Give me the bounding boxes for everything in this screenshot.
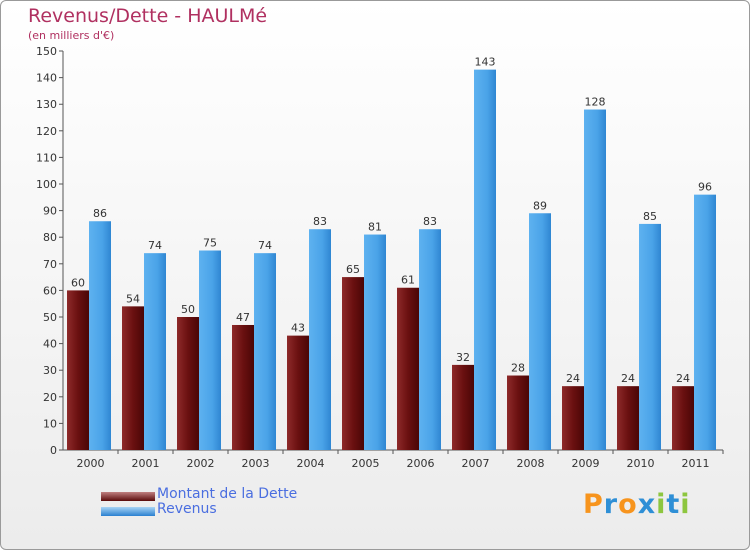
y-tick-label: 150 [36,45,57,58]
bar-revenus [144,253,166,450]
bar-dette [617,386,639,450]
y-tick-label: 130 [36,98,57,111]
data-label-revenus: 85 [643,210,657,223]
legend-swatch-revenus [101,507,155,516]
bar-revenus [639,223,661,450]
y-tick-label: 40 [43,338,57,351]
bar-dette [232,324,254,450]
x-tick-label: 2005 [352,457,380,470]
logo-letter: i [680,489,691,520]
logo-letter: t [666,489,681,520]
logo-letter: i [656,489,667,520]
x-tick-label: 2007 [462,457,490,470]
bar-revenus [199,250,221,450]
bar-dette [452,364,474,450]
x-tick-label: 2003 [242,457,270,470]
bar-dette [122,306,144,450]
data-label-revenus: 75 [203,237,217,250]
logo-letter: o [618,489,638,520]
data-label-revenus: 81 [368,221,382,234]
bar-dette [177,317,199,450]
bar-revenus [474,69,496,451]
bar-revenus [419,229,441,450]
y-tick-label: 100 [36,178,57,191]
data-label-dette: 61 [401,274,415,287]
bar-dette [397,287,419,450]
bar-revenus [584,109,606,451]
x-tick-label: 2002 [187,457,215,470]
y-tick-label: 80 [43,231,57,244]
bar-dette [287,335,309,450]
y-tick-label: 50 [43,311,57,324]
legend-swatch-dette [101,492,155,501]
y-tick-label: 90 [43,205,57,218]
bar-revenus [89,221,111,450]
logo-letter: r [603,489,619,520]
y-tick-label: 140 [36,72,57,85]
legend-label-dette: Montant de la Dette [157,486,298,502]
bar-revenus [254,253,276,450]
legend-label-revenus: Revenus [157,501,217,517]
bar-revenus [694,194,716,450]
x-tick-label: 2006 [407,457,435,470]
proxiti-logo: Proxiti [583,489,691,520]
y-tick-label: 10 [43,417,57,430]
y-tick-label: 0 [50,444,57,457]
data-label-revenus: 89 [533,199,547,212]
bar-dette [672,386,694,450]
data-label-revenus: 74 [148,239,162,252]
data-label-revenus: 74 [258,239,272,252]
data-label-dette: 47 [236,311,250,324]
data-label-dette: 65 [346,263,360,276]
logo-letter: x [637,489,657,520]
data-label-revenus: 86 [93,207,107,220]
data-label-dette: 43 [291,322,305,335]
chart-subtitle: (en milliers d'€) [28,29,115,42]
data-label-dette: 50 [181,303,195,316]
x-tick-label: 2001 [132,457,160,470]
bar-dette [562,386,584,450]
y-tick-label: 30 [43,364,57,377]
bar-dette [507,375,529,450]
y-tick-label: 110 [36,151,57,164]
data-label-dette: 54 [126,292,140,305]
data-label-dette: 24 [621,372,635,385]
y-tick-label: 60 [43,284,57,297]
y-tick-label: 70 [43,258,57,271]
bar-dette [342,277,364,450]
bar-revenus [364,234,386,450]
data-label-revenus: 83 [423,215,437,228]
data-label-revenus: 83 [313,215,327,228]
x-tick-label: 2009 [572,457,600,470]
x-tick-label: 2010 [627,457,655,470]
bar-revenus [309,229,331,450]
data-label-revenus: 128 [585,96,606,109]
chart-title: Revenus/Dette - HAULMé [28,5,268,27]
x-tick-label: 2008 [517,457,545,470]
x-tick-label: 2004 [297,457,325,470]
data-label-dette: 24 [566,372,580,385]
data-label-dette: 60 [71,276,85,289]
y-tick-label: 120 [36,125,57,138]
x-tick-label: 2000 [77,457,105,470]
data-label-dette: 32 [456,351,470,364]
data-label-dette: 28 [511,362,525,375]
y-tick-label: 20 [43,391,57,404]
bar-dette [67,290,89,450]
data-label-revenus: 96 [698,181,712,194]
bar-revenus [529,213,551,450]
data-label-revenus: 143 [475,56,496,69]
logo-letter: P [583,489,604,520]
data-label-dette: 24 [676,372,690,385]
x-tick-label: 2011 [682,457,710,470]
